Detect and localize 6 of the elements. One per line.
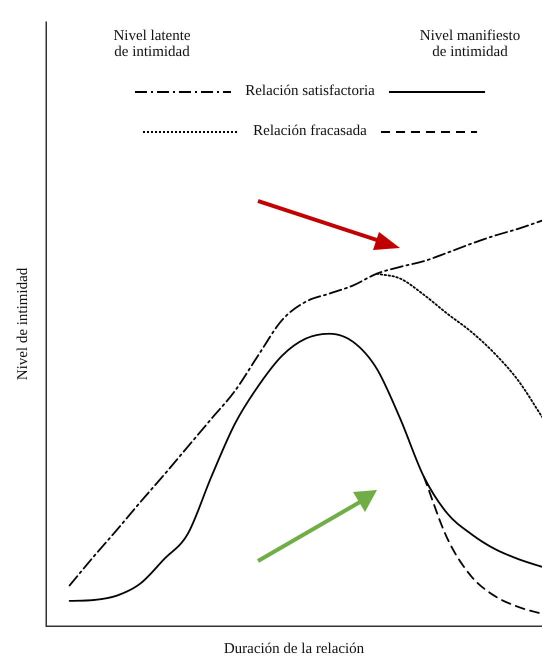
- text: Nivel manifiesto de intimidad: [418, 28, 522, 60]
- y-axis-title: Nivel de intimidad: [14, 267, 31, 380]
- text: Nivel latente de intimidad: [112, 28, 192, 60]
- x-axis-title: Duración de la relación: [224, 640, 365, 657]
- legend-label: Relación satisfactoria: [245, 83, 375, 100]
- legend-label: Relación fracasada: [253, 123, 367, 140]
